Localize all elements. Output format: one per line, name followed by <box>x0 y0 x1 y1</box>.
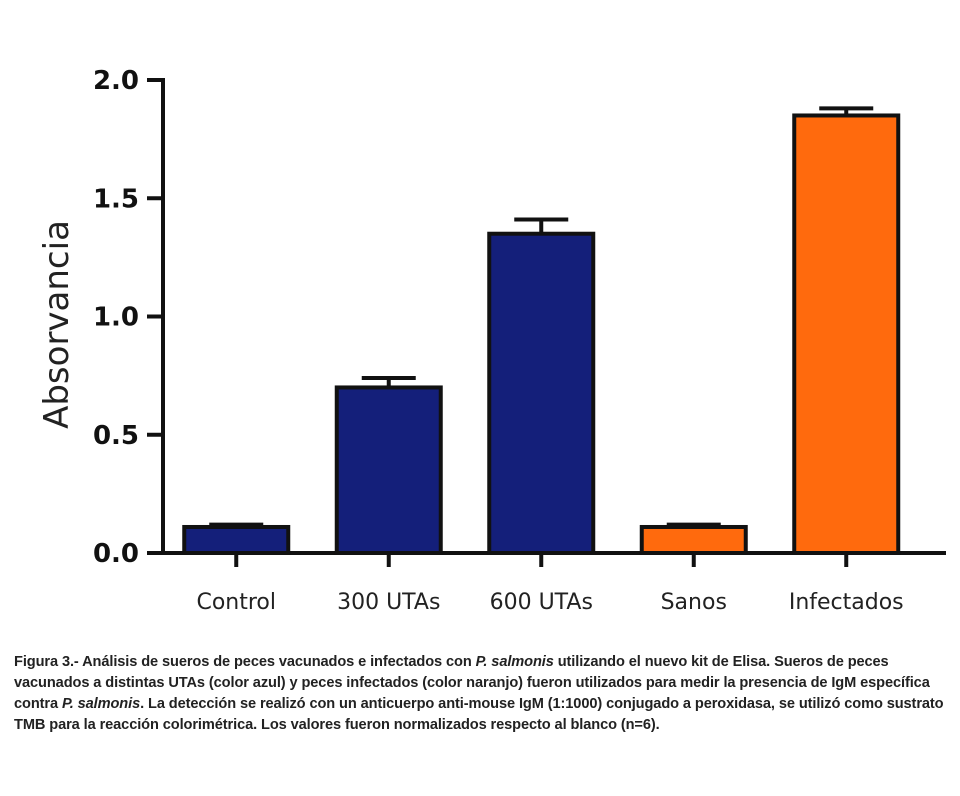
caption-italic-text: P. salmonis <box>475 654 554 670</box>
caption-text: utilizando el nuevo kit de Elisa. Sueros… <box>14 654 930 712</box>
y-tick-label: 0.5 <box>93 421 139 451</box>
bar-control <box>182 524 291 555</box>
x-tick-label: 600 UTAs <box>490 590 593 615</box>
bar-chart: 0.0 0.5 1.0 1.5 2.0 Absorvancia Control 300 UTA… <box>37 66 946 615</box>
y-tick-label: 1.0 <box>93 303 139 333</box>
chart-labels: 0.0 0.5 1.0 1.5 2.0 Absorvancia Control 300 UTA… <box>37 66 904 615</box>
bar-sanos <box>639 524 748 555</box>
y-axis-label: Absorvancia <box>37 220 77 429</box>
chart-svg: 0.0 0.5 1.0 1.5 2.0 Absorvancia Control 300 UTA… <box>37 66 946 615</box>
figure-caption: Figura 3.- Análisis de sueros de peces v… <box>14 652 950 736</box>
caption-text: . La detección se realizó con un anticue… <box>14 696 944 733</box>
bar-300-utas <box>334 385 443 556</box>
bar-600-utas <box>487 231 596 555</box>
x-tick-label: Sanos <box>661 590 727 615</box>
x-tick-label: 300 UTAs <box>337 590 440 615</box>
caption-text: Figura 3.- Análisis de sueros de peces v… <box>14 654 476 670</box>
y-tick-label: 2.0 <box>93 66 139 96</box>
y-tick-label: 1.5 <box>93 184 139 214</box>
y-tick-label: 0.0 <box>93 539 139 569</box>
caption-italic-text: P. salmonis <box>61 696 141 712</box>
bar-infectados <box>792 113 901 555</box>
chart-bars <box>182 106 901 556</box>
x-tick-label: Control <box>196 590 276 615</box>
x-tick-label: Infectados <box>789 590 904 615</box>
